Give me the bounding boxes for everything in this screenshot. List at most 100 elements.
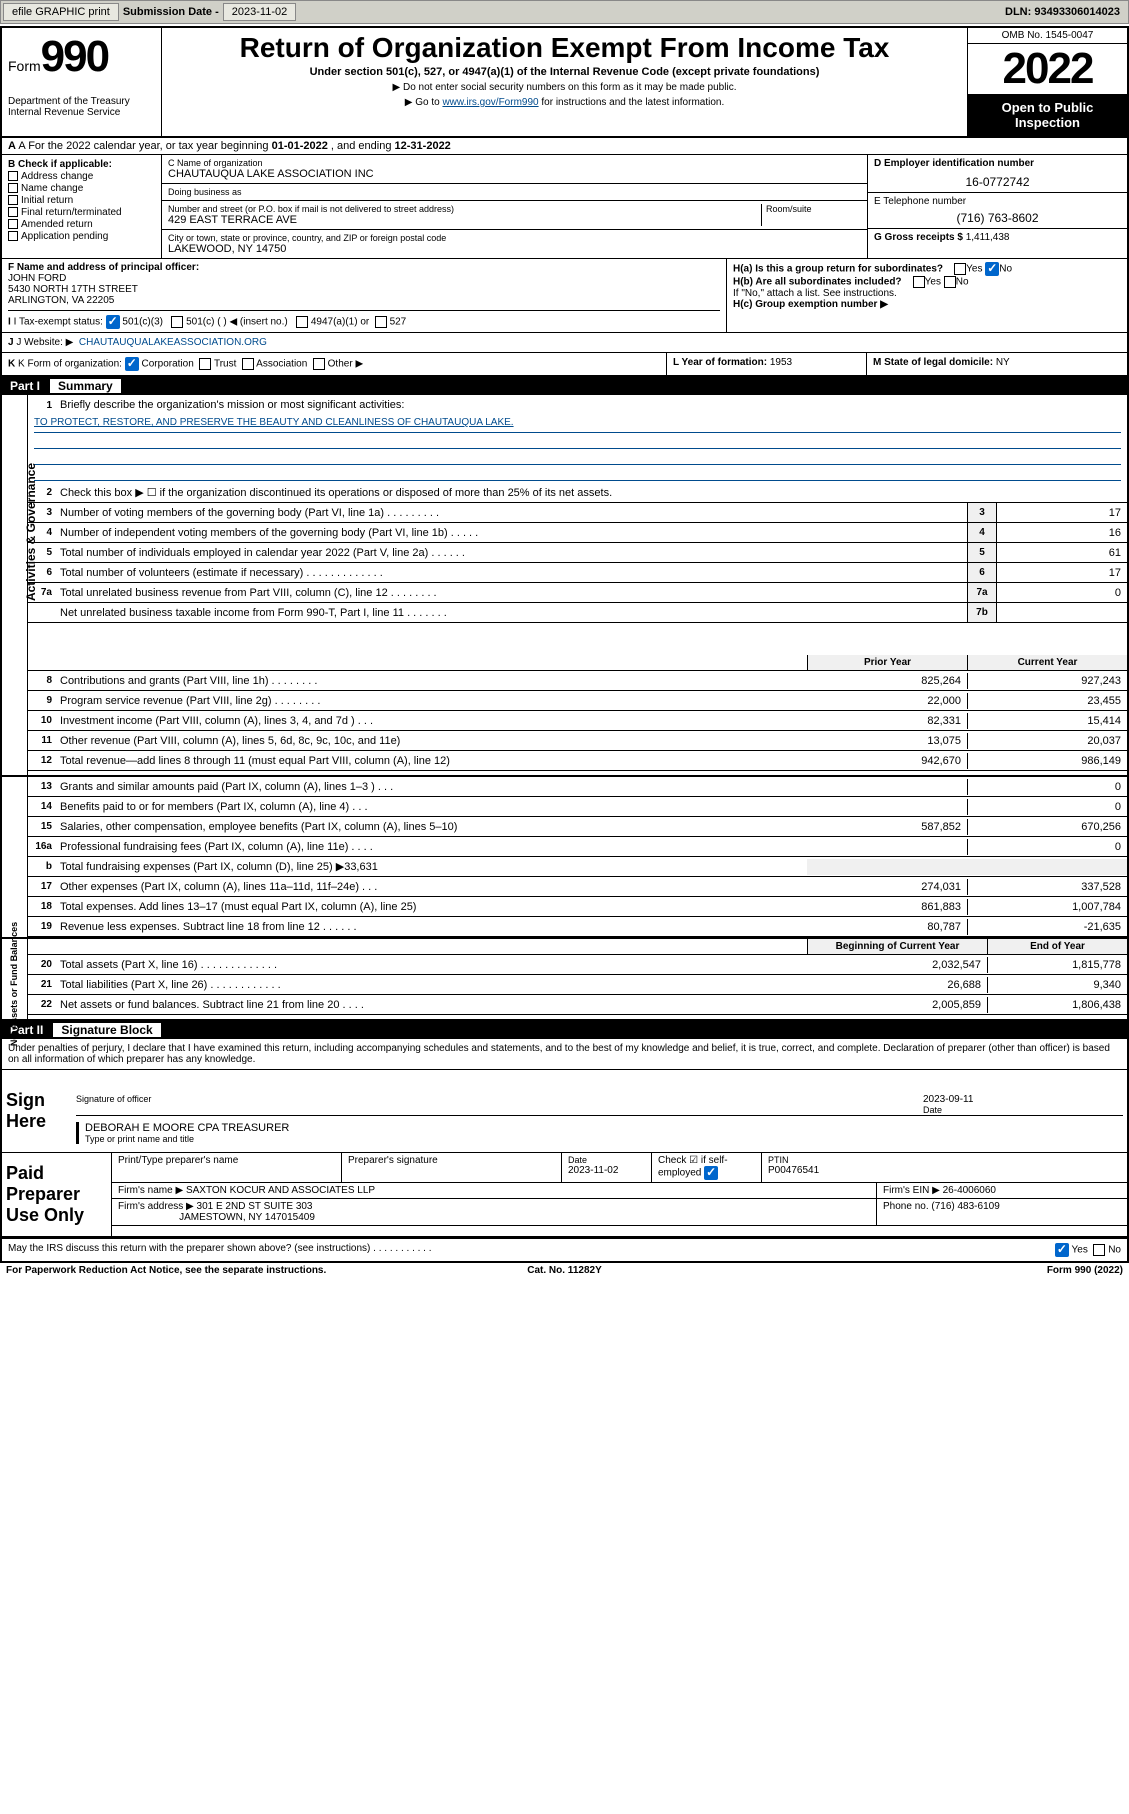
- prep-date: 2023-11-02: [568, 1165, 645, 1176]
- line1-text: Briefly describe the organization's miss…: [56, 397, 1127, 413]
- sig-officer-label: Signature of officer: [76, 1094, 923, 1115]
- line21-text: Total liabilities (Part X, line 26) . . …: [56, 977, 807, 993]
- city: LAKEWOOD, NY 14750: [168, 243, 861, 255]
- val-7a: 0: [997, 585, 1127, 601]
- chk-discuss-yes[interactable]: [1055, 1243, 1069, 1257]
- officer-name: JOHN FORD: [8, 273, 720, 284]
- prior-10: 82,331: [807, 713, 967, 729]
- side-expenses: Expenses: [2, 777, 28, 937]
- box-4: 4: [967, 523, 997, 542]
- curr-22: 1,806,438: [987, 997, 1127, 1013]
- box-6: 6: [967, 563, 997, 582]
- line22-text: Net assets or fund balances. Subtract li…: [56, 997, 807, 1013]
- part1-header: Part ISummary: [2, 377, 1127, 395]
- chk-ha-no[interactable]: [985, 262, 999, 276]
- val-6: 17: [997, 565, 1127, 581]
- prior-16a: [807, 845, 967, 849]
- curr-10: 15,414: [967, 713, 1127, 729]
- line2-text: Check this box ▶ ☐ if the organization d…: [56, 484, 1127, 501]
- yh-current: Current Year: [967, 655, 1127, 670]
- curr-13: 0: [967, 779, 1127, 795]
- mission-text: TO PROTECT, RESTORE, AND PRESERVE THE BE…: [34, 417, 1121, 433]
- chk-ha-yes[interactable]: [954, 263, 966, 275]
- val-5: 61: [997, 545, 1127, 561]
- box-7b: 7b: [967, 603, 997, 622]
- org-name-label: C Name of organization: [168, 158, 861, 168]
- form-subtitle: Under section 501(c), 527, or 4947(a)(1)…: [172, 66, 957, 78]
- line7a-text: Total unrelated business revenue from Pa…: [56, 585, 967, 601]
- line19-text: Revenue less expenses. Subtract line 18 …: [56, 919, 807, 935]
- side-netassets: Net Assets or Fund Balances: [2, 939, 28, 1019]
- firm-addr1: 301 E 2ND ST SUITE 303: [197, 1201, 313, 1212]
- chk-final-return[interactable]: [8, 207, 18, 217]
- curr-14: 0: [967, 799, 1127, 815]
- chk-4947[interactable]: [296, 316, 308, 328]
- phone-label: E Telephone number: [874, 196, 1121, 207]
- chk-discuss-no[interactable]: [1093, 1244, 1105, 1256]
- line17-text: Other expenses (Part IX, column (A), lin…: [56, 879, 807, 895]
- ein: 16-0772742: [874, 175, 1121, 189]
- form-footer: Form 990 (2022): [751, 1265, 1123, 1276]
- line6-text: Total number of volunteers (estimate if …: [56, 565, 967, 581]
- line9-text: Program service revenue (Part VIII, line…: [56, 693, 807, 709]
- chk-trust[interactable]: [199, 358, 211, 370]
- side-activities: Activities & Governance: [2, 395, 28, 655]
- hb-note: If "No," attach a list. See instructions…: [733, 288, 1121, 299]
- chk-527[interactable]: [375, 316, 387, 328]
- street: 429 EAST TERRACE AVE: [168, 214, 761, 226]
- chk-corp[interactable]: [125, 357, 139, 371]
- officer-signed-name: DEBORAH E MOORE CPA TREASURER: [85, 1122, 1123, 1134]
- curr-17: 337,528: [967, 879, 1127, 895]
- chk-address-change[interactable]: [8, 171, 18, 181]
- box-7a: 7a: [967, 583, 997, 602]
- subdate-button[interactable]: 2023-11-02: [223, 3, 296, 21]
- street-label: Number and street (or P.O. box if mail i…: [168, 204, 761, 214]
- chk-app-pending[interactable]: [8, 231, 18, 241]
- ptin: P00476541: [768, 1165, 1121, 1176]
- phone: (716) 763-8602: [874, 211, 1121, 225]
- chk-initial-return[interactable]: [8, 195, 18, 205]
- note-link: ▶ Go to www.irs.gov/Form990 for instruct…: [172, 97, 957, 108]
- prior-9: 22,000: [807, 693, 967, 709]
- prior-19: 80,787: [807, 919, 967, 935]
- prior-18: 861,883: [807, 899, 967, 915]
- discuss-question: May the IRS discuss this return with the…: [8, 1243, 1055, 1257]
- chk-501c3[interactable]: [106, 315, 120, 329]
- chk-self-employed[interactable]: [704, 1166, 718, 1180]
- firm-phone: (716) 483-6109: [931, 1201, 999, 1212]
- line12-text: Total revenue—add lines 8 through 11 (mu…: [56, 753, 807, 769]
- prior-17: 274,031: [807, 879, 967, 895]
- prior-21: 26,688: [807, 977, 987, 993]
- chk-501c[interactable]: [171, 316, 183, 328]
- curr-20: 1,815,778: [987, 957, 1127, 973]
- officer-addr2: ARLINGTON, VA 22205: [8, 295, 720, 306]
- dba-label: Doing business as: [168, 187, 861, 197]
- prior-22: 2,005,859: [807, 997, 987, 1013]
- prior-15: 587,852: [807, 819, 967, 835]
- curr-18: 1,007,784: [967, 899, 1127, 915]
- line5-text: Total number of individuals employed in …: [56, 545, 967, 561]
- chk-other[interactable]: [313, 358, 325, 370]
- prior-11: 13,075: [807, 733, 967, 749]
- chk-name-change[interactable]: [8, 183, 18, 193]
- chk-hb-yes[interactable]: [913, 276, 925, 288]
- prep-name-hdr: Print/Type preparer's name: [112, 1153, 342, 1182]
- room-label: Room/suite: [766, 204, 861, 214]
- efile-button[interactable]: efile GRAPHIC print: [3, 3, 119, 21]
- curr-9: 23,455: [967, 693, 1127, 709]
- val-7b: [997, 611, 1127, 615]
- city-label: City or town, state or province, country…: [168, 233, 861, 243]
- col-b-checkboxes: B Check if applicable: Address change Na…: [2, 155, 162, 258]
- website-link[interactable]: CHAUTAUQUALAKEASSOCIATION.ORG: [79, 337, 267, 348]
- box-5: 5: [967, 543, 997, 562]
- line4-text: Number of independent voting members of …: [56, 525, 967, 541]
- open-public-badge: Open to Public Inspection: [968, 94, 1127, 136]
- chk-assoc[interactable]: [242, 358, 254, 370]
- irs-link[interactable]: www.irs.gov/Form990: [442, 97, 538, 108]
- chk-hb-no[interactable]: [944, 276, 956, 288]
- curr-8: 927,243: [967, 673, 1127, 689]
- box-3: 3: [967, 503, 997, 522]
- yh-end: End of Year: [987, 939, 1127, 954]
- form-id-block: Form990 Department of the Treasury Inter…: [2, 28, 162, 136]
- chk-amended[interactable]: [8, 219, 18, 229]
